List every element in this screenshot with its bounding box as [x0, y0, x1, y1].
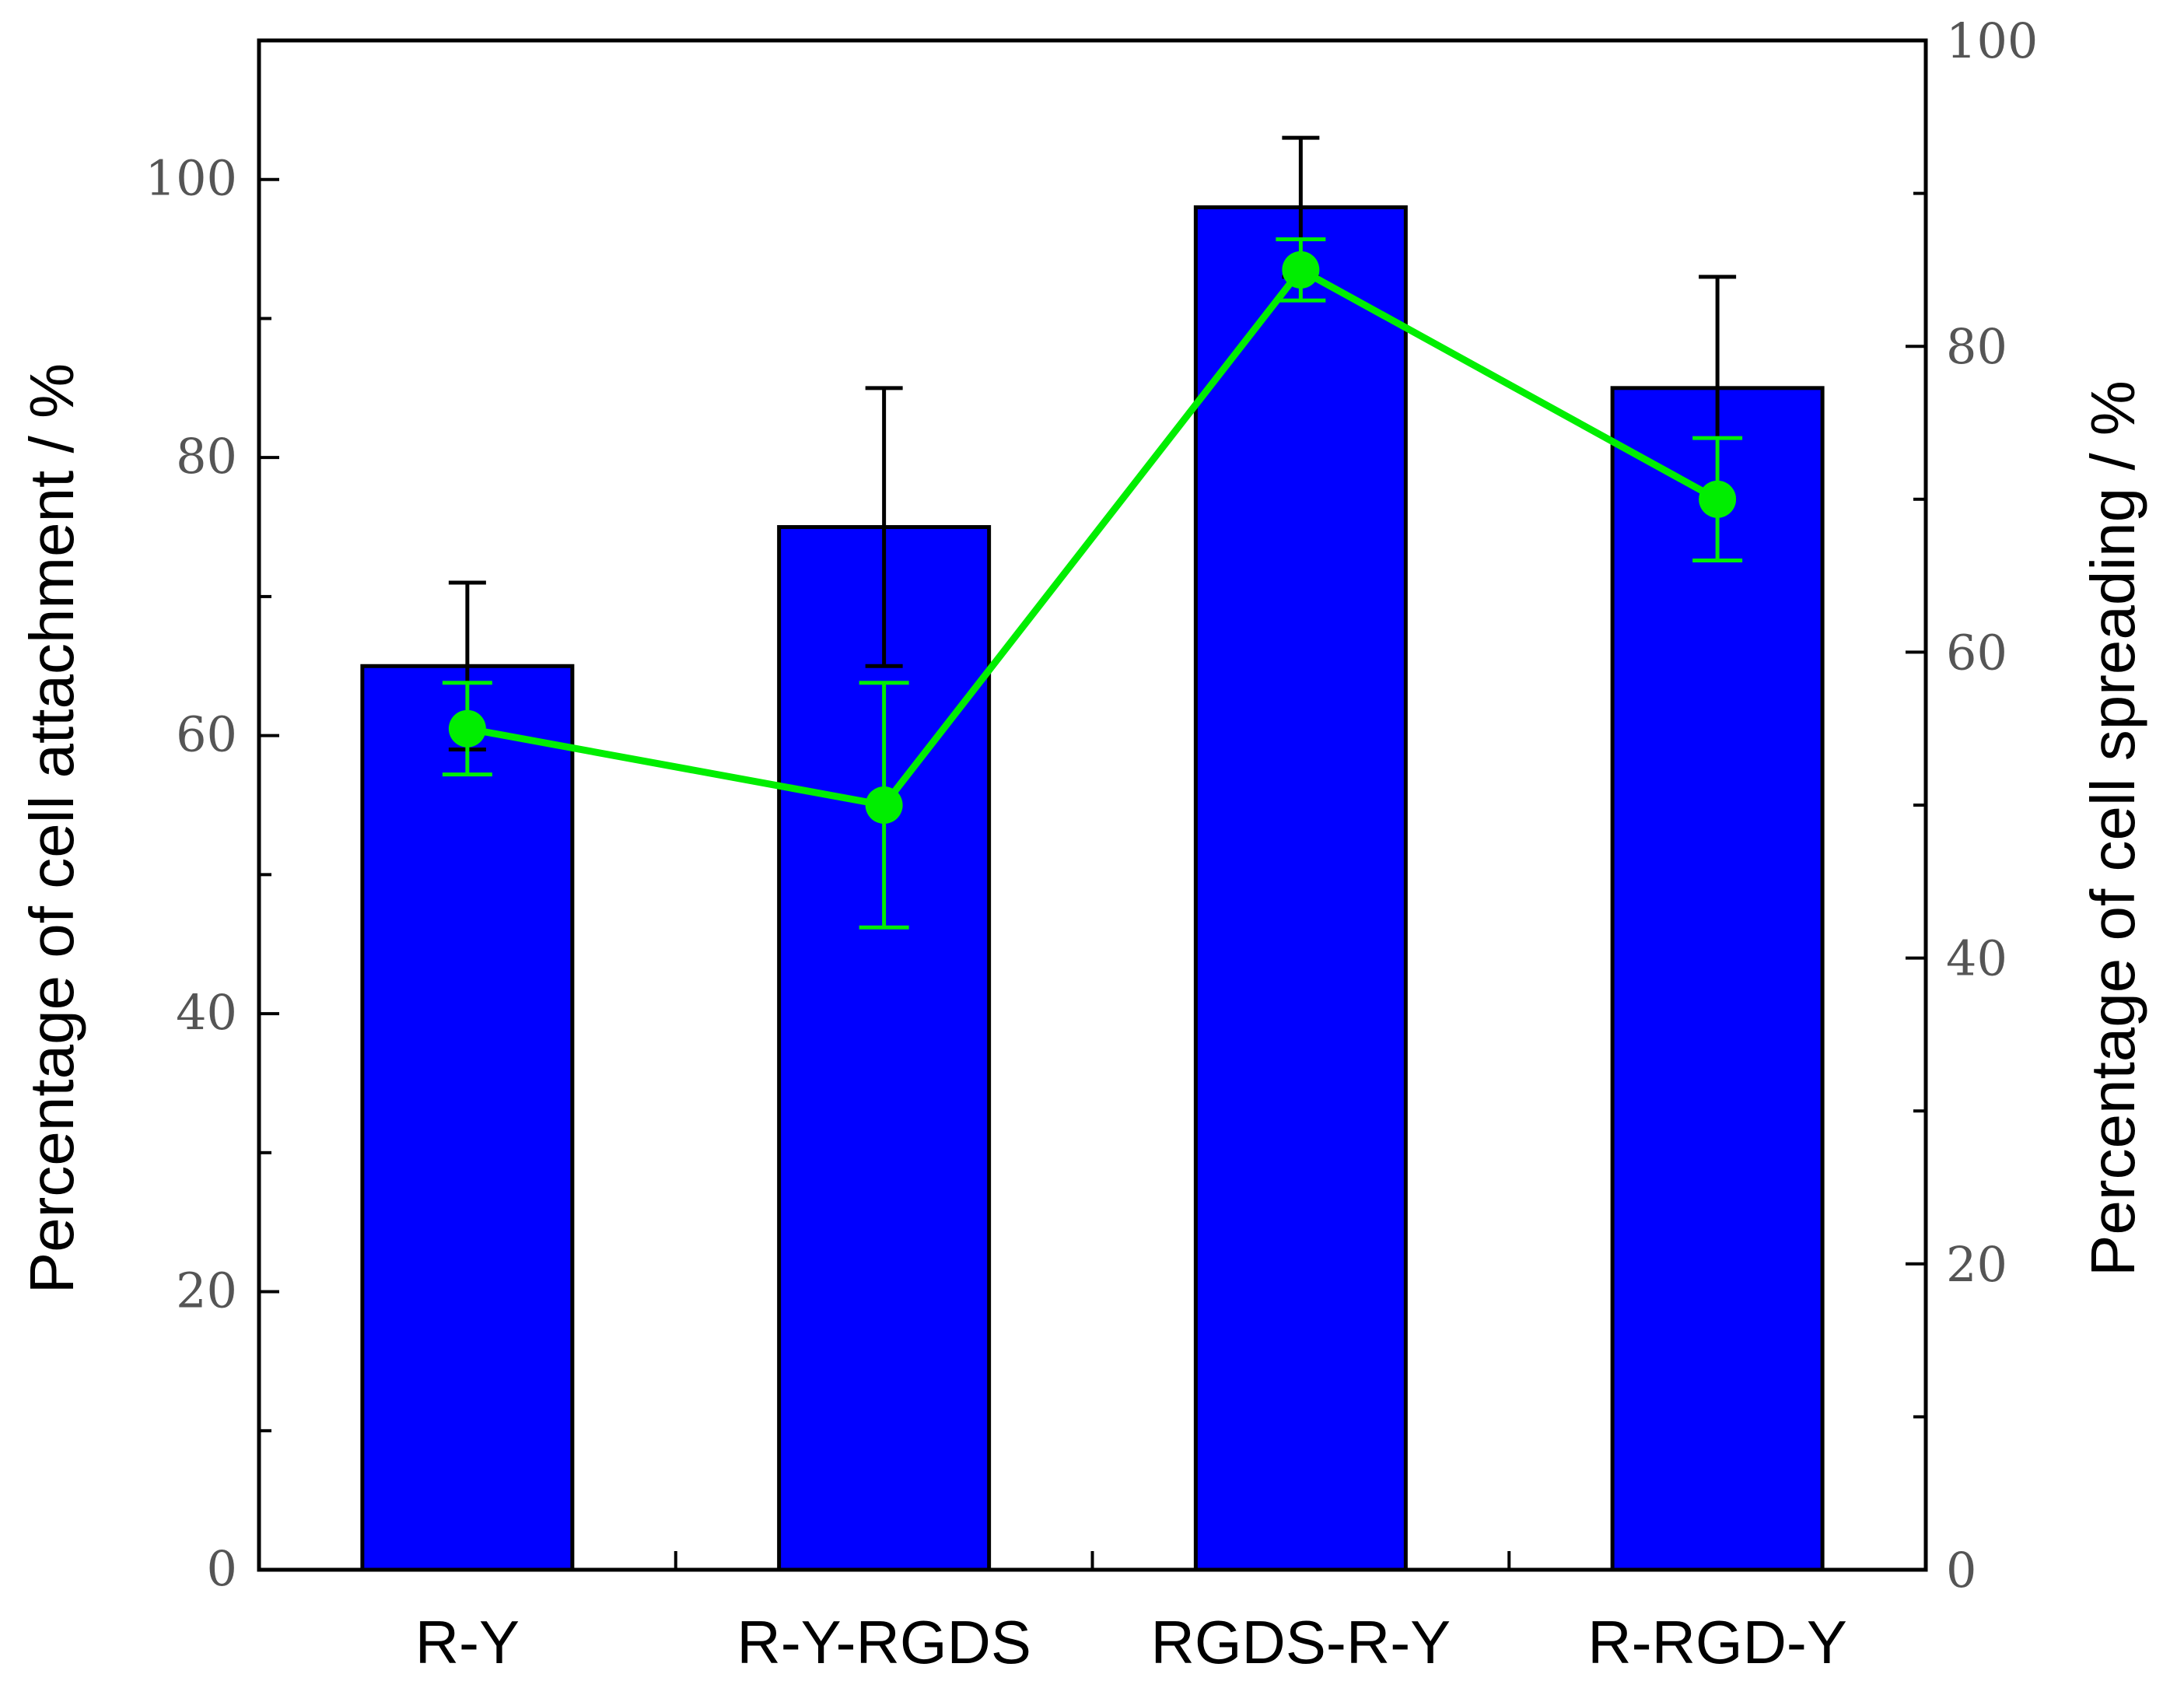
- bar-3: [1610, 386, 1825, 1572]
- labels-layer: 0 20 40 60 80 100 0 20 40 60 80 100 R-Y R-Y-RGDS RGDS-…: [145, 12, 2039, 1676]
- right-tick-label-80: 80: [1946, 318, 2007, 375]
- line-point-1: [865, 786, 903, 824]
- left-tick-label-60: 60: [176, 706, 237, 763]
- category-label-1: R-Y-RGDS: [737, 1608, 1031, 1676]
- line-point-2: [1282, 250, 1320, 289]
- right-tick-label-40: 40: [1946, 930, 2007, 987]
- left-tick-label-40: 40: [176, 984, 237, 1041]
- bars-layer: [360, 205, 1825, 1572]
- bar-0: [360, 664, 575, 1572]
- right-tick-label-60: 60: [1946, 624, 2007, 681]
- right-tick-label-100: 100: [1946, 12, 2038, 69]
- left-axis-title: Percentage of cell attachment / %: [17, 363, 86, 1294]
- right-tick-label-20: 20: [1946, 1236, 2007, 1293]
- bar-2: [1193, 205, 1408, 1572]
- right-axis-title: Percentage of cell spreading / %: [2078, 380, 2147, 1276]
- left-tick-label-0: 0: [207, 1540, 237, 1597]
- line-point-3: [1699, 480, 1737, 518]
- left-tick-label-80: 80: [176, 428, 237, 485]
- category-label-3: R-RGD-Y: [1587, 1608, 1847, 1676]
- right-tick-label-0: 0: [1946, 1542, 1976, 1599]
- axes-layer: [257, 38, 1928, 1572]
- category-label-2: RGDS-R-Y: [1151, 1608, 1451, 1676]
- category-label-0: R-Y: [415, 1608, 520, 1676]
- left-tick-label-100: 100: [145, 150, 237, 207]
- line-point-0: [448, 709, 486, 748]
- left-tick-label-20: 20: [176, 1262, 237, 1319]
- spreading-line: [467, 266, 1720, 809]
- spreading-line-layer: [442, 237, 1743, 930]
- bar-errors-layer: [448, 135, 1737, 752]
